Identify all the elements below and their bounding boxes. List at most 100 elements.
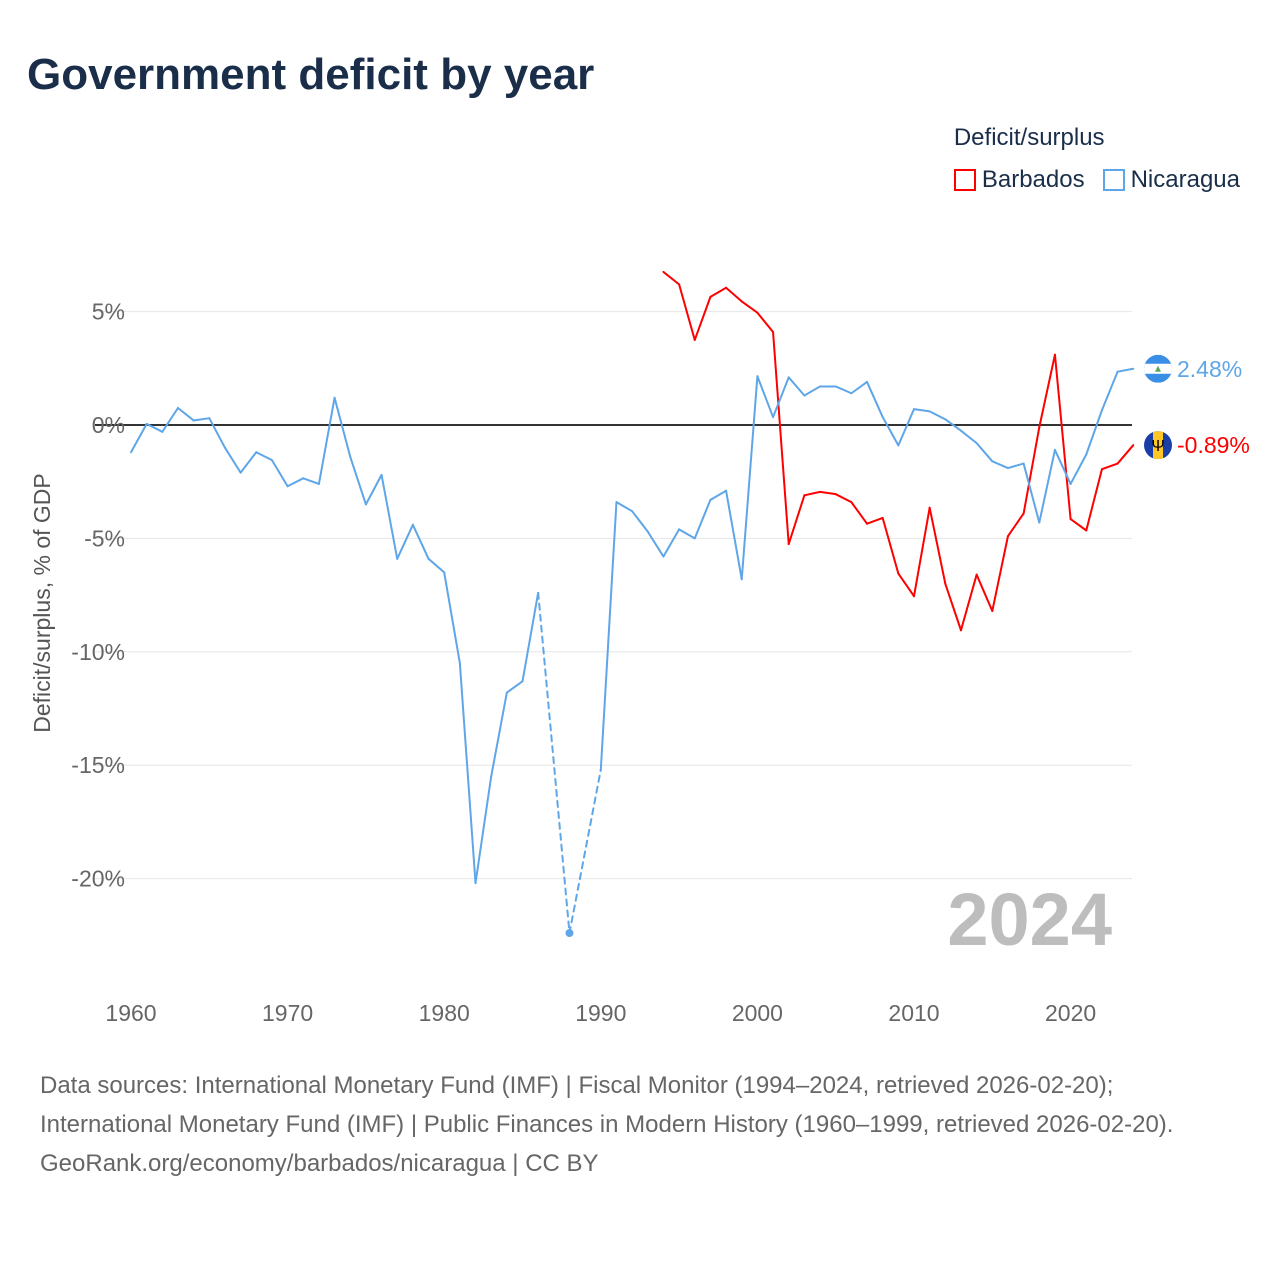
line-segment (145, 422, 164, 433)
line-segment (850, 501, 869, 525)
line-segment-interpolated (568, 768, 602, 935)
legend: Deficit/surplus Barbados Nicaragua (953, 124, 1240, 194)
line-segment (1006, 462, 1025, 470)
line-segment (709, 489, 728, 501)
line-segment (1053, 353, 1072, 521)
flag-trident: Ψ (1151, 438, 1164, 455)
line-segment (192, 417, 211, 422)
line-segment (787, 494, 806, 546)
line-segment (1116, 444, 1135, 465)
line-segment (913, 408, 931, 413)
y-tick-label: 5% (92, 299, 125, 325)
line-segment (1085, 409, 1103, 456)
line-segment (928, 506, 947, 585)
line-segment (678, 528, 696, 540)
x-tick-label: 1980 (419, 1000, 470, 1026)
legend-label-barbados: Barbados (981, 166, 1085, 193)
line-segment (975, 442, 994, 463)
nicaragua-flag-icon (1144, 354, 1172, 383)
line-segment (521, 591, 540, 683)
line-segment (881, 416, 900, 447)
line-segment (897, 572, 915, 598)
x-tick-label: 1960 (105, 1000, 156, 1026)
x-tick-label: 1970 (262, 1000, 313, 1026)
y-tick-label: -15% (71, 752, 125, 778)
line-segment (161, 406, 179, 433)
year-watermark: 2024 (947, 878, 1112, 961)
series-nicaragua: 2.48% (130, 354, 1242, 938)
line-segment (333, 396, 352, 458)
line-segment (772, 331, 790, 546)
x-tick-label: 2010 (888, 1000, 939, 1026)
line-segment (756, 375, 775, 419)
line-segment (678, 283, 696, 341)
line-segment (302, 477, 320, 485)
legend-title: Deficit/surplus (953, 124, 1105, 151)
line-segment (662, 528, 681, 558)
y-tick-label: -5% (84, 525, 125, 551)
line-segment (693, 295, 712, 341)
line-segment (1022, 426, 1041, 515)
line-segment (411, 523, 430, 560)
line-segment (1069, 453, 1088, 485)
line-segment (208, 417, 226, 449)
line-segment (223, 446, 242, 474)
line-segment (850, 380, 869, 395)
y-axis-title: Deficit/surplus, % of GDP (29, 473, 55, 732)
barbados-flag-icon: Ψ (1144, 431, 1172, 460)
y-tick-label: -20% (71, 866, 125, 892)
data-point (565, 929, 574, 938)
line-segment (1022, 462, 1041, 524)
line-segment (646, 530, 665, 558)
line-segment (239, 451, 258, 474)
line-segment (693, 498, 712, 540)
line-segment (991, 535, 1009, 612)
line-segment (991, 460, 1009, 470)
series-barbados: Ψ -0.89% (662, 270, 1250, 632)
y-tick-label: 0% (92, 412, 125, 438)
line-segment (959, 573, 978, 632)
line-segment (897, 408, 915, 447)
line-segment (380, 473, 399, 560)
x-tick-label: 2000 (732, 1000, 783, 1026)
line-segment (1006, 512, 1025, 538)
line-chart: 5% 0% -5% -10% -15% -20% 1960 1970 1980 1990 2000 2… (29, 270, 1250, 1026)
line-segment (1100, 462, 1119, 471)
line-segment (599, 501, 618, 771)
line-segment (959, 429, 978, 445)
chart-title: Government deficit by year (27, 50, 595, 99)
source-link[interactable]: GeoRank.org/economy/barbados/nicaragua |… (40, 1150, 599, 1177)
line-segment (364, 473, 383, 506)
line-segment (819, 490, 837, 496)
line-segment (975, 573, 994, 612)
line-segment (834, 493, 853, 504)
line-segment (772, 376, 790, 419)
line-segment (631, 510, 649, 533)
flag-stripe (1153, 431, 1163, 460)
line-segment (130, 422, 148, 454)
line-segment (286, 477, 305, 488)
legend-item-barbados[interactable]: Barbados (953, 166, 1085, 194)
line-segment (349, 455, 367, 506)
line-segment (427, 557, 446, 574)
line-segment (443, 571, 461, 665)
line-segment (725, 286, 743, 303)
line-segment (1116, 367, 1135, 373)
line-segment (1085, 468, 1103, 532)
line-segment (944, 418, 962, 432)
line-segment (458, 662, 477, 885)
line-segment (317, 396, 336, 485)
line-segment (270, 459, 289, 488)
legend-item-nicaragua[interactable]: Nicaragua (1102, 166, 1240, 194)
line-segment (1038, 448, 1056, 524)
end-value-label: -0.89% (1177, 432, 1250, 458)
line-segment (834, 385, 853, 395)
line-segment (662, 270, 681, 286)
line-segment (725, 489, 743, 581)
line-segment (928, 410, 947, 421)
line-segment (866, 380, 884, 419)
line-segment (756, 311, 775, 334)
data-sources: Data sources: International Monetary Fun… (40, 1072, 1174, 1138)
end-value-label: 2.48% (1177, 356, 1242, 382)
x-tick-label: 2020 (1045, 1000, 1096, 1026)
